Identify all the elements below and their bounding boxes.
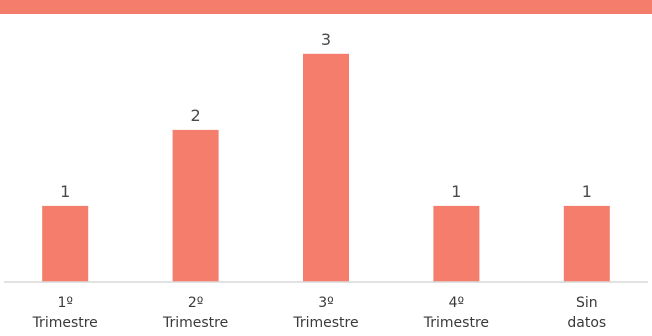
data-label-0: 1 (60, 182, 70, 201)
x-tick-label-4: Sin datos (567, 295, 606, 331)
bar-3 (433, 205, 480, 282)
x-tick-label-0: 1º Trimestre (32, 295, 98, 331)
data-label-3: 1 (451, 182, 461, 201)
x-tick-label-2: 3º Trimestre (292, 295, 358, 331)
data-labels-group: 1 2 3 1 1 (60, 30, 592, 201)
x-tick-labels-group: 1º Trimestre 2º Trimestre 3º Trimestre 4º Trime… (32, 295, 607, 331)
data-label-4: 1 (582, 182, 592, 201)
accent-band (0, 0, 652, 14)
bar-0 (42, 205, 89, 282)
x-tick-label-3: 4º Trimestre (423, 295, 489, 331)
bar-2 (303, 53, 349, 282)
bar-1 (172, 129, 219, 282)
data-label-2: 3 (321, 30, 331, 49)
bars-group (42, 53, 610, 282)
x-tick-label-1: 2º Trimestre (162, 295, 228, 331)
data-label-1: 2 (191, 106, 201, 125)
bar-4 (563, 205, 610, 282)
